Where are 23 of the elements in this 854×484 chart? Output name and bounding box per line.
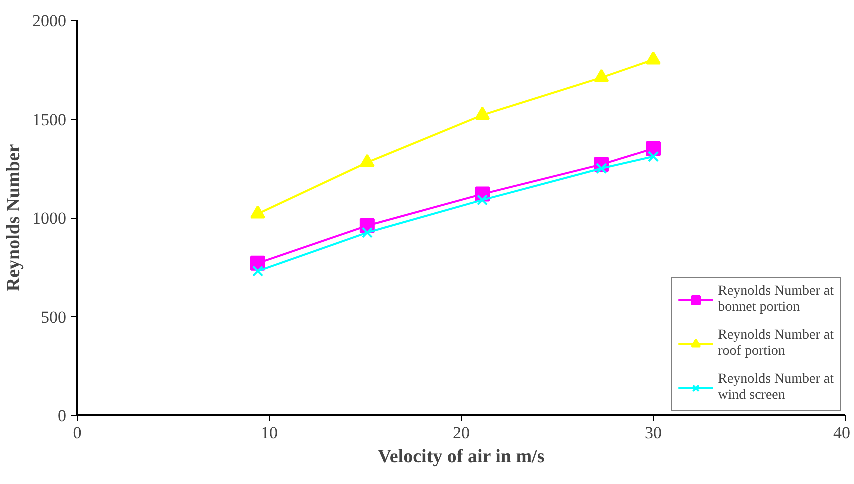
- legend-label: Reynolds Number at wind screen: [718, 372, 834, 404]
- y-tick-label: 2000: [32, 12, 66, 30]
- point: [477, 194, 488, 206]
- y-tick-label: 0: [58, 406, 66, 426]
- x-tick-label: 20: [453, 424, 470, 442]
- x-tick-label: 0: [73, 424, 82, 442]
- y-tick-label: 1000: [32, 209, 66, 228]
- y-tick-label: 1500: [32, 110, 66, 130]
- point: [360, 154, 375, 168]
- legend-label: Reynolds Number at bonnet portion: [718, 284, 834, 316]
- x-tick-label: 30: [645, 424, 662, 442]
- point: [594, 69, 610, 83]
- x-tick-label: 40: [834, 424, 850, 442]
- point: [646, 51, 661, 65]
- y-tick-label: 500: [41, 308, 66, 327]
- point: [252, 266, 264, 277]
- legend-label: Reynolds Number at roof portion: [718, 328, 834, 360]
- y-axis-title: Reynolds Number: [4, 144, 24, 292]
- point: [648, 151, 660, 162]
- x-axis-title: Velocity of air in m/s: [378, 446, 545, 468]
- point: [475, 106, 490, 120]
- x-tick-label: 10: [261, 424, 278, 442]
- point: [362, 227, 374, 238]
